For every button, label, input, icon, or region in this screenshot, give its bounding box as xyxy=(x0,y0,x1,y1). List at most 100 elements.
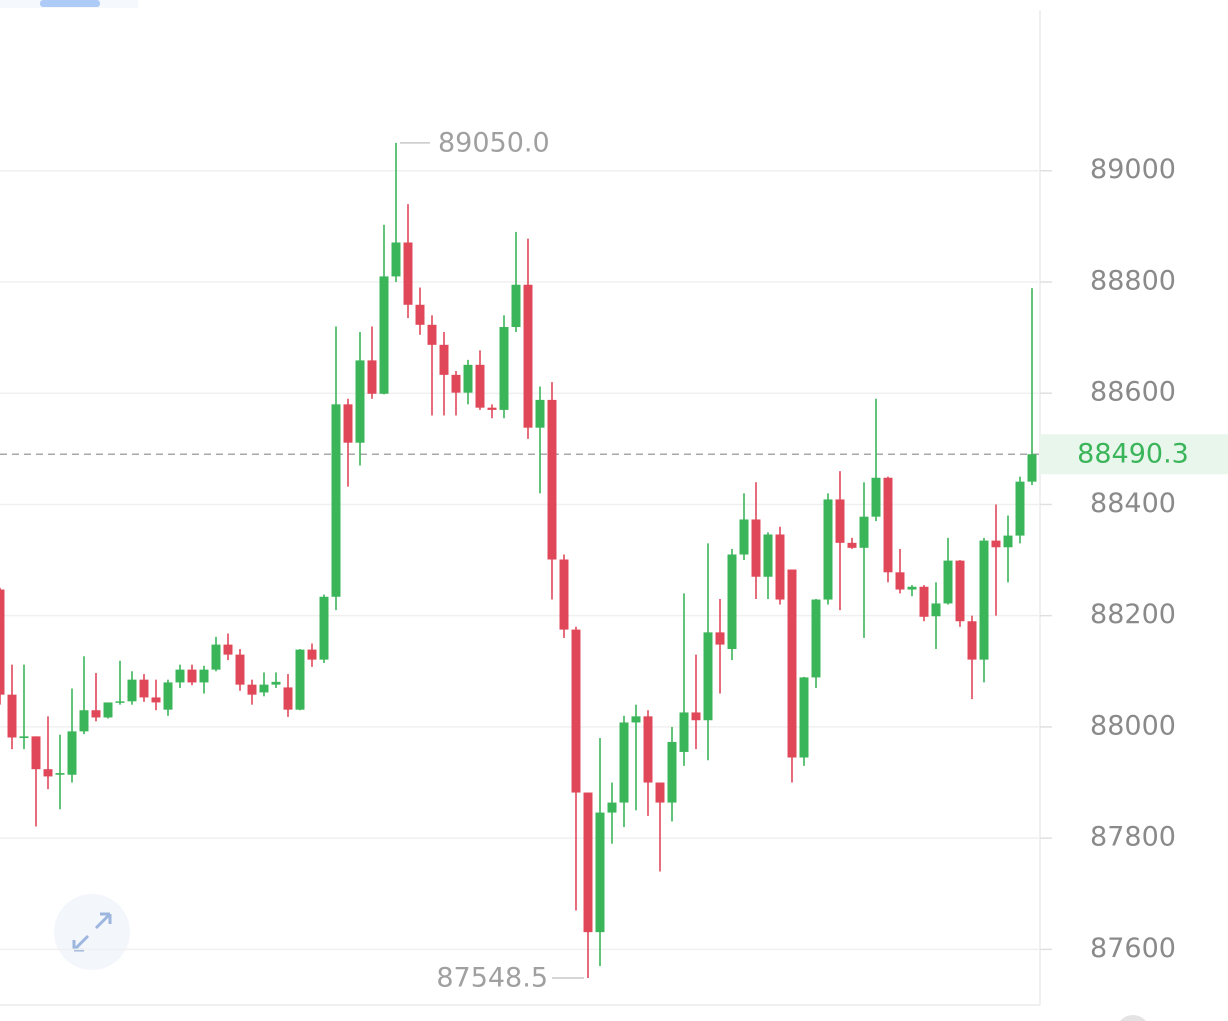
candle xyxy=(259,672,269,697)
candle-body xyxy=(943,560,953,604)
candle-body xyxy=(31,736,41,770)
candle xyxy=(667,726,677,822)
expand-button[interactable] xyxy=(54,894,130,970)
candle xyxy=(151,679,161,711)
candle-body xyxy=(259,684,269,693)
candle xyxy=(895,548,905,594)
candle xyxy=(475,350,485,410)
candle-body xyxy=(535,399,545,428)
candle-body xyxy=(751,519,761,577)
candle-body xyxy=(655,782,665,803)
candle-body xyxy=(103,702,113,718)
candle-body xyxy=(907,586,917,590)
y-tick-label: 88000 xyxy=(1090,710,1176,741)
candle xyxy=(1027,288,1037,485)
candle xyxy=(919,585,929,622)
candle xyxy=(775,526,785,605)
candle-body xyxy=(895,572,905,590)
candle-body xyxy=(559,559,569,630)
candle xyxy=(835,471,845,611)
candle-body xyxy=(331,404,341,597)
candle xyxy=(127,671,137,705)
candle xyxy=(595,738,605,967)
candle xyxy=(463,359,473,405)
candle xyxy=(139,674,149,702)
candle xyxy=(67,688,77,783)
candle-body xyxy=(547,399,557,560)
candle-body xyxy=(247,684,257,695)
candle-body xyxy=(367,360,377,394)
candle-body xyxy=(631,716,641,723)
expand-bg[interactable] xyxy=(54,894,130,970)
candle-body xyxy=(1003,535,1013,548)
candle xyxy=(619,715,629,828)
candle-body xyxy=(871,477,881,517)
candle xyxy=(1003,515,1013,583)
candle xyxy=(955,560,965,627)
candle-body xyxy=(475,364,485,408)
candle xyxy=(499,315,509,419)
candle-body xyxy=(775,534,785,600)
candle xyxy=(607,782,617,844)
candle xyxy=(751,482,761,599)
candle xyxy=(427,315,437,416)
y-tick-label: 88200 xyxy=(1090,599,1176,630)
candle xyxy=(571,626,581,911)
candle xyxy=(847,537,857,549)
candle-body xyxy=(211,644,221,670)
candle-body xyxy=(763,534,773,577)
candle xyxy=(487,404,497,419)
candle xyxy=(787,569,797,783)
candle-body xyxy=(463,364,473,393)
candle xyxy=(199,665,209,694)
candle xyxy=(547,382,557,600)
candle-body xyxy=(427,324,437,345)
candle-body xyxy=(295,649,305,710)
candle xyxy=(979,537,989,683)
candle-body xyxy=(679,712,689,752)
candle xyxy=(523,238,533,439)
candle xyxy=(907,585,917,597)
tab-bar xyxy=(0,0,138,8)
candle-body xyxy=(727,554,737,650)
candle xyxy=(211,636,221,672)
candle xyxy=(511,231,521,333)
candle xyxy=(103,702,113,719)
corner-button[interactable] xyxy=(1116,1015,1150,1021)
candle xyxy=(679,593,689,766)
candle-body xyxy=(139,679,149,698)
candle xyxy=(643,710,653,816)
candle xyxy=(271,672,281,688)
candle-body xyxy=(703,632,713,721)
candle-body xyxy=(607,802,617,813)
candle-body xyxy=(319,596,329,660)
candle xyxy=(391,142,401,282)
candle-body xyxy=(823,499,833,600)
candle-body xyxy=(583,792,593,933)
candle xyxy=(811,598,821,688)
candle xyxy=(691,654,701,750)
y-tick-label: 87600 xyxy=(1090,933,1176,964)
y-tick-label: 89000 xyxy=(1090,154,1176,185)
candle-body xyxy=(1015,481,1025,536)
candle-body xyxy=(415,304,425,325)
candle-body xyxy=(67,731,77,775)
candle xyxy=(931,582,941,650)
candle xyxy=(223,633,233,661)
candle-body xyxy=(595,812,605,933)
candle-body xyxy=(391,242,401,277)
candle-body xyxy=(235,654,245,685)
candle-body xyxy=(511,284,521,328)
candle-body xyxy=(931,603,941,617)
candle xyxy=(943,537,953,605)
candle xyxy=(415,287,425,335)
candle xyxy=(343,398,353,487)
candle xyxy=(55,734,65,810)
candle-body xyxy=(439,344,449,375)
candle-body xyxy=(991,540,1001,548)
candle xyxy=(727,548,737,661)
y-tick-label: 88600 xyxy=(1090,377,1176,408)
candle-body xyxy=(799,677,809,758)
